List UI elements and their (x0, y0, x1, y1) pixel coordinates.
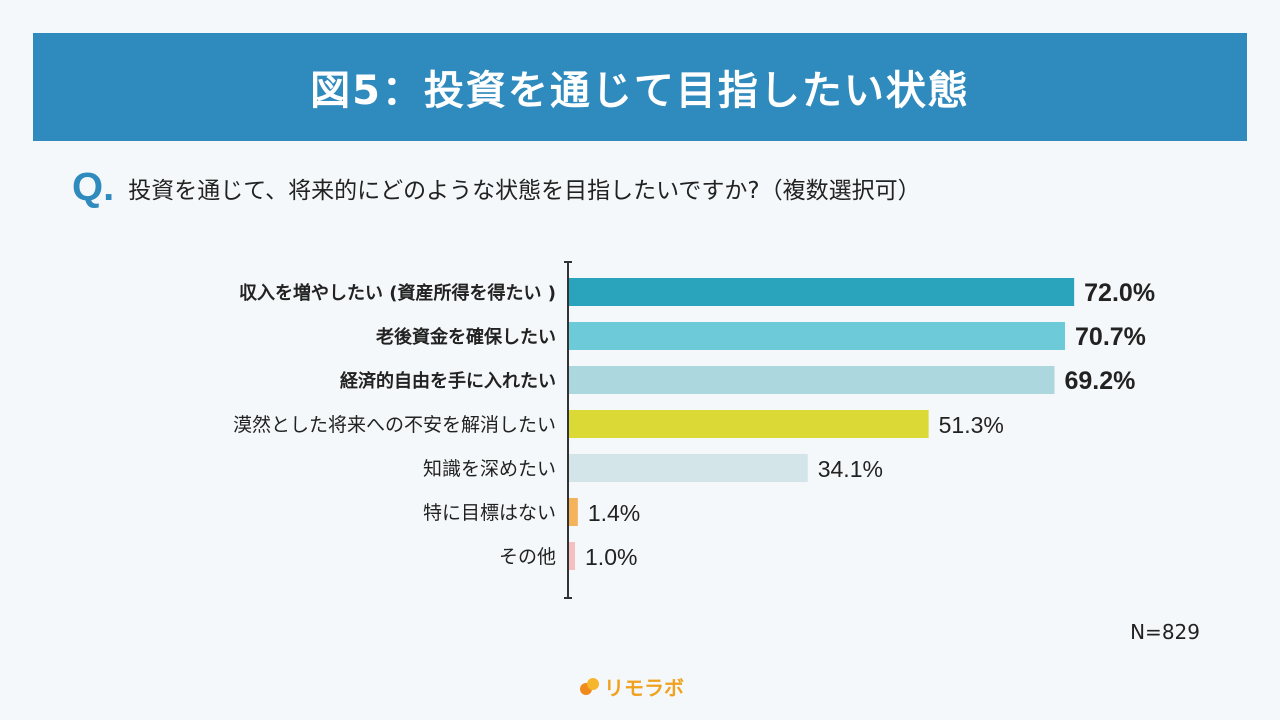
question: Q. 投資を通じて、将来的にどのような状態を目指したいですか?（複数選択可） (72, 165, 921, 210)
bar (568, 366, 1055, 394)
bar (568, 542, 576, 570)
value-label: 70.7% (1075, 323, 1146, 351)
value-label: 1.4% (588, 500, 640, 526)
category-label: その他 (499, 546, 556, 568)
category-label: 知識を深めたい (423, 458, 556, 480)
sample-size: N=829 (1130, 620, 1200, 644)
category-label: 老後資金を確保したい (376, 326, 556, 348)
category-label: 漠然とした将来への不安を解消したい (233, 414, 556, 436)
value-label: 69.2% (1064, 367, 1135, 395)
value-label: 34.1% (818, 456, 883, 482)
category-label: 経済的自由を手に入れたい (340, 370, 556, 392)
logo: リモラボ (580, 672, 684, 701)
question-mark: Q. (72, 165, 115, 209)
category-label: 収入を増やしたい (資産所得を得たい ) (239, 282, 556, 304)
value-label: 1.0% (585, 544, 637, 570)
bar (568, 454, 808, 482)
bar (568, 278, 1075, 306)
bar (568, 498, 578, 526)
value-label: 51.3% (939, 412, 1004, 438)
chart-title: 図5：投資を通じて目指したい状態 (310, 68, 970, 114)
value-label: 72.0% (1084, 279, 1155, 307)
question-text: 投資を通じて、将来的にどのような状態を目指したいですか?（複数選択可） (128, 177, 921, 204)
title-banner: 図5：投資を通じて目指したい状態 (33, 33, 1247, 141)
bar (568, 410, 929, 438)
bar (568, 322, 1066, 350)
logo-text: リモラボ (604, 676, 684, 700)
category-label: 特に目標はない (423, 502, 556, 524)
logo-dots-icon (580, 677, 600, 696)
